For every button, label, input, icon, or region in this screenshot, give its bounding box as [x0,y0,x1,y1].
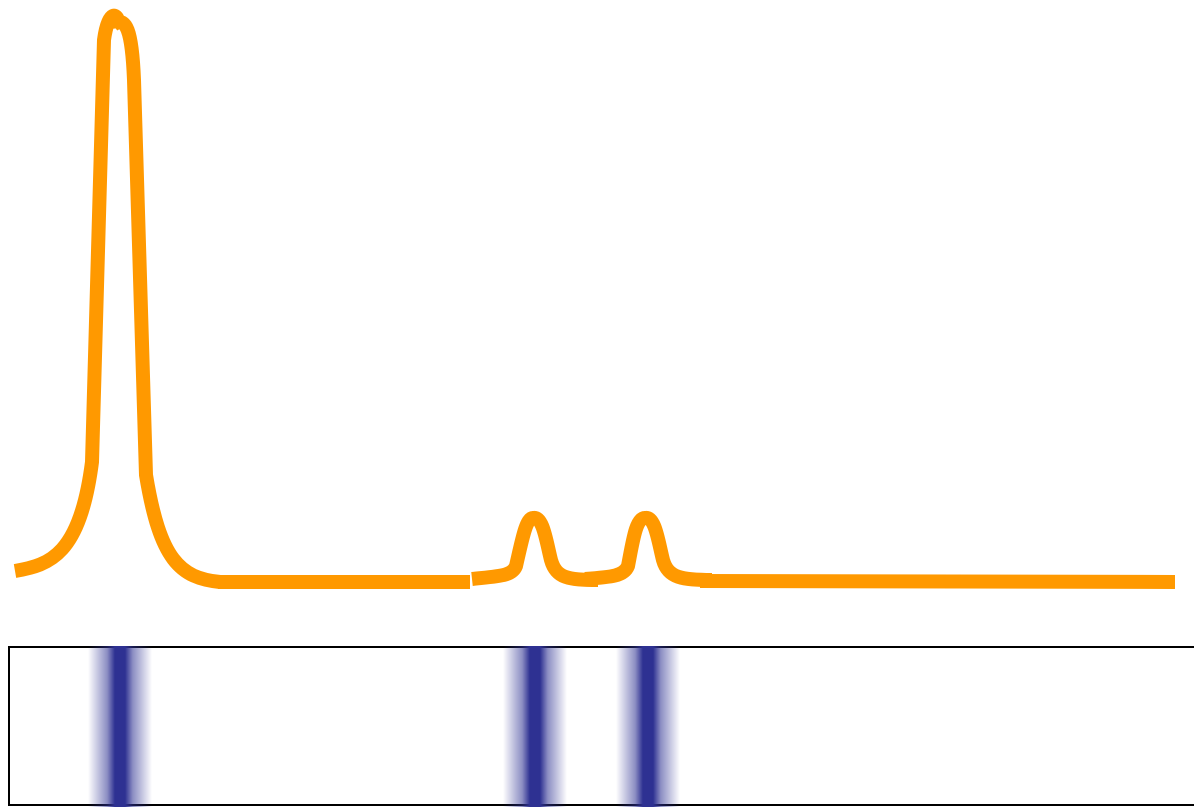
gel-band [503,646,567,807]
gel-lane [9,647,1194,805]
gel-band [88,646,152,807]
small-peak-2 [585,518,712,580]
page: (() => { const data = JSON.parse(documen… [0,0,1194,807]
diagram [0,0,1194,807]
gel-band [616,646,680,807]
main-peak [15,16,220,582]
trace [15,16,1175,582]
baseline-right [700,581,1175,582]
small-peak-1 [472,518,598,580]
